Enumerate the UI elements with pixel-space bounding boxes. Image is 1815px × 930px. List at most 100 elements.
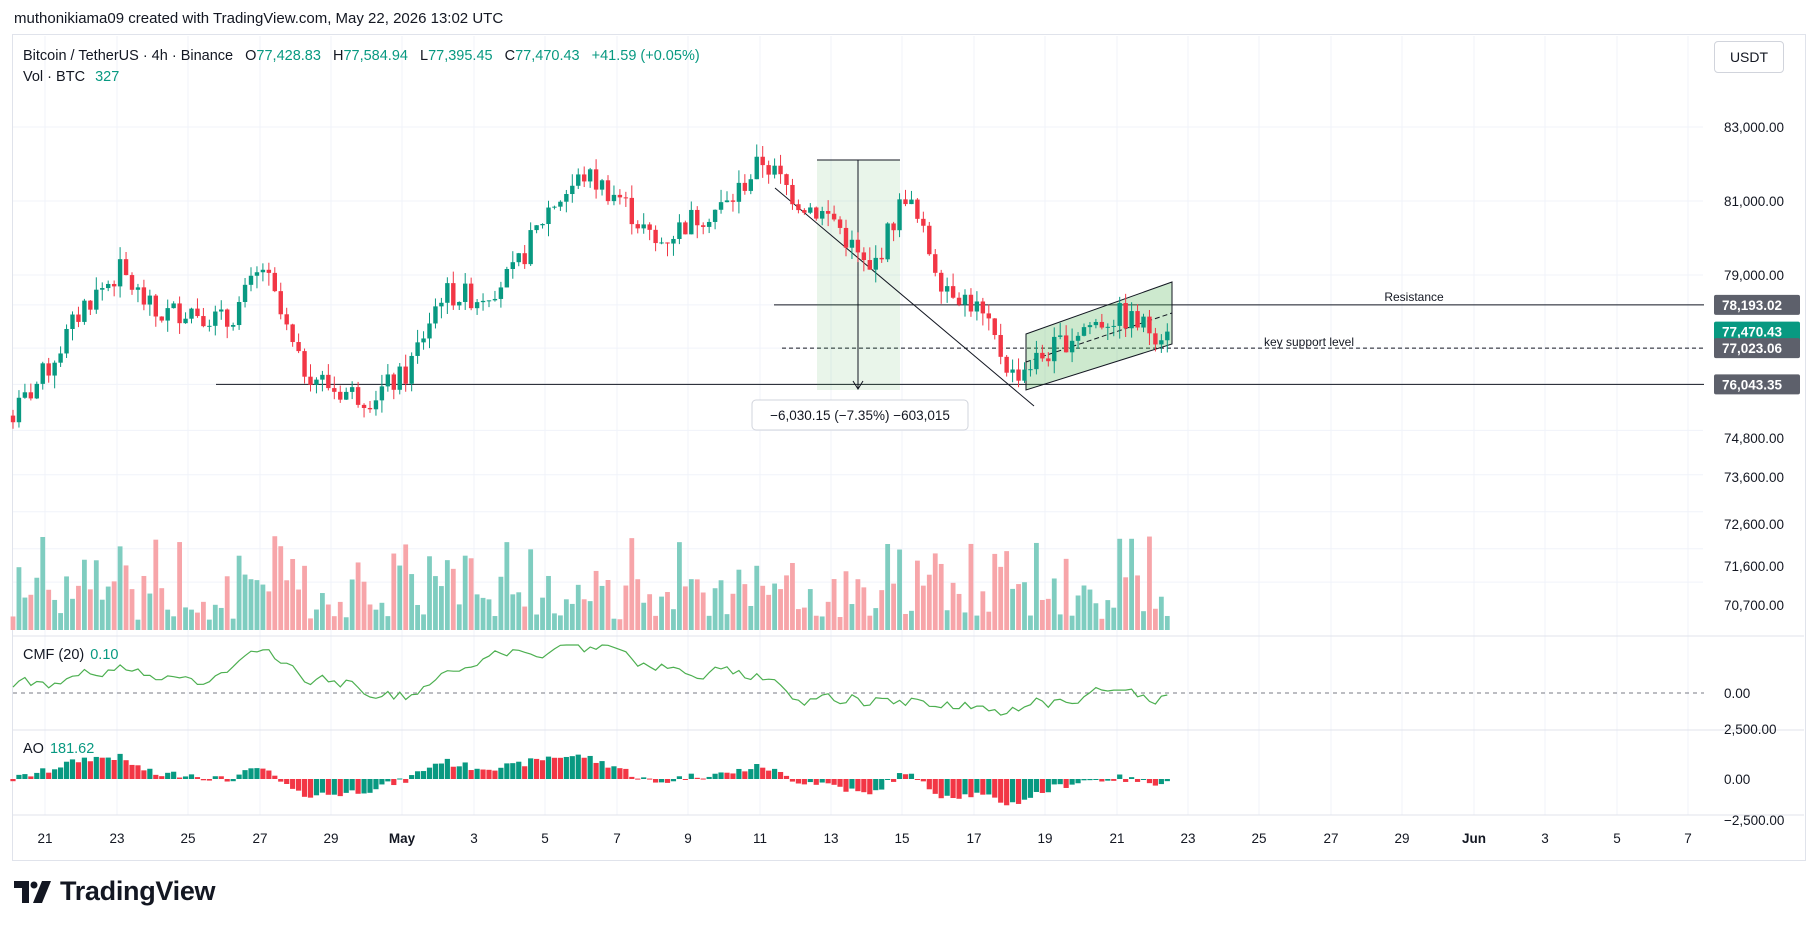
volume-bar [938,563,944,630]
candle-body [474,302,480,309]
ao-bar [1069,779,1075,785]
tradingview-logo[interactable]: TradingView [14,876,216,907]
volume-bar [105,586,111,630]
price-tick-label: 79,000.00 [1724,268,1784,283]
currency-button[interactable]: USDT [1714,41,1784,73]
ao-bar [1087,779,1093,781]
support-label: key support level [1264,335,1354,349]
volume-bar [843,571,849,630]
tradingview-logo-icon [14,880,51,903]
ao-bar [777,771,784,779]
volume-bar [153,539,159,630]
volume-bar [962,612,968,630]
ao-legend[interactable]: AO 181.62 [23,741,94,757]
candle-body [1075,335,1081,341]
candle-body [106,283,111,289]
volume-bar [849,604,855,630]
ao-bar [188,774,195,779]
candle-body [879,257,884,260]
cmf-label: CMF (20) [23,647,85,663]
trend-line [774,187,1035,407]
candle-body [111,283,117,287]
candle-body [254,272,260,276]
candle-body [564,194,569,202]
candle-body [927,225,932,255]
candle-body [641,224,646,229]
volume-bar [1093,603,1099,630]
volume-bar [22,597,28,630]
candle-body [355,387,361,405]
cmf-pane: 0.00 [12,644,1750,716]
volume-bar [932,553,938,630]
volume-bar [831,579,837,630]
volume-bar [772,583,777,630]
ao-bar [236,774,242,779]
ao-value: 181.62 [49,741,95,757]
volume-bar [1069,615,1075,630]
candle-body [1052,336,1057,362]
volume-bar [421,614,426,630]
volume-bar [189,609,194,630]
drawings: −6,030.15 (−7.35%) −603,015 Resistance key… [216,159,1704,431]
ao-bar [516,761,522,779]
volume-bar [468,558,474,630]
cmf-legend[interactable]: CMF (20) 0.10 [23,647,118,663]
ao-bar [783,775,790,779]
volume-bar [819,616,825,630]
volume-bar [314,609,319,630]
ao-bar [301,779,308,797]
time-tick-label: 7 [1684,831,1692,846]
volume-bar [308,618,313,630]
measure-label: −6,030.15 (−7.35%) −603,015 [770,408,950,423]
ao-bar [349,779,355,791]
candle-body [623,197,629,199]
ao-bar [1027,779,1034,798]
ao-bar [1039,779,1045,793]
volume-bar [855,579,861,630]
candle-body [730,200,736,202]
ao-bar [206,779,212,781]
volume-bar [379,602,385,630]
time-tick-label: 27 [1323,831,1338,846]
volume-label[interactable]: Vol · BTC [23,69,86,85]
symbol-title[interactable]: Bitcoin / TetherUS · 4h · Binance [23,48,234,64]
ao-bar [1033,779,1039,792]
volume-bar [183,607,188,630]
price-tick-label: 72,600.00 [1724,517,1784,532]
volume-bar [724,614,730,630]
volume-bar [986,611,992,630]
candle-body [463,283,468,302]
candle-body [772,165,777,175]
volume-bar [242,574,248,630]
ao-bar [635,778,641,780]
candle-body [1117,303,1122,326]
candle-body [451,283,456,306]
ao-bar [760,767,766,779]
volume-bar [206,619,212,630]
ao-bar [551,757,558,779]
ao-bar [385,779,391,782]
volume-bar [367,604,373,630]
ao-bar [105,757,111,779]
price-tag [1714,374,1800,395]
volume-bar [129,589,135,630]
ao-bar [34,772,40,779]
candle-body [962,294,968,305]
candle-body [1159,340,1164,345]
time-tick-label: 29 [1394,831,1409,846]
ao-bar [724,772,730,779]
ao-bar [658,779,665,783]
ao-bar [825,779,831,784]
candle-body [189,308,194,319]
volume-bar [736,569,742,630]
candle-body [593,169,599,190]
ao-bar [587,755,593,779]
candle-body [784,174,789,185]
ao-bar [623,768,629,779]
ao-bar [432,763,439,779]
ao-bar [63,761,70,779]
volume-bar [236,555,242,630]
ao-bar [522,766,528,779]
ao-bar [1129,777,1135,779]
